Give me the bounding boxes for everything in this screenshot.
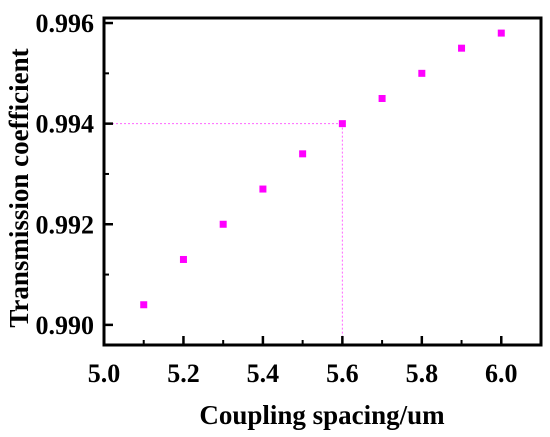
x-tick-label: 5.0 [88, 359, 121, 388]
x-axis-title: Coupling spacing/um [199, 400, 445, 430]
data-point [219, 220, 227, 228]
guide-lines [104, 123, 343, 345]
data-point [259, 185, 267, 193]
data-point [140, 301, 148, 309]
data-points [140, 29, 505, 309]
x-tick-label: 5.2 [167, 359, 200, 388]
x-tick-label: 6.0 [485, 359, 518, 388]
x-tick-label: 5.4 [247, 359, 280, 388]
y-tick-label: 0.990 [36, 311, 95, 340]
y-tick-label: 0.996 [36, 9, 95, 38]
x-tick-label: 5.8 [406, 359, 439, 388]
x-axis: 5.0 5.2 5.4 5.6 5.8 6.0 [88, 336, 518, 388]
data-point [497, 29, 505, 37]
y-axis: 0.990 0.992 0.994 0.996 [36, 9, 113, 340]
data-point [458, 44, 466, 52]
y-tick-label: 0.994 [36, 110, 95, 139]
x-tick-label: 5.6 [326, 359, 359, 388]
data-point [179, 255, 187, 263]
data-point [378, 94, 386, 102]
y-tick-label: 0.992 [36, 210, 95, 239]
y-axis-title: Transmission coefficient [4, 48, 34, 327]
data-point [299, 150, 307, 158]
data-point [338, 120, 346, 128]
data-point [418, 69, 426, 77]
plot-frame [102, 16, 543, 347]
